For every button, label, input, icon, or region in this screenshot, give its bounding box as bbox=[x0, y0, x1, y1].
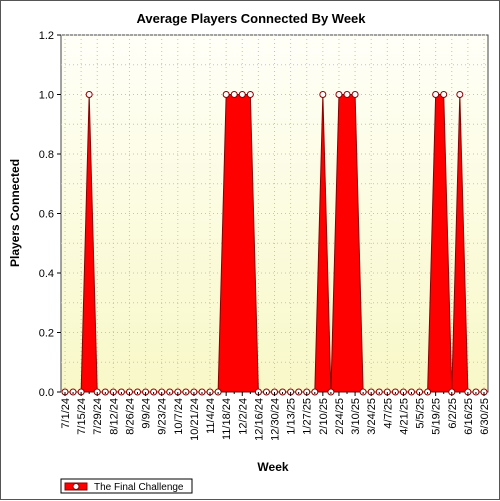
y-axis: 0.0 0.2 0.4 0.6 0.8 1.0 1.2 bbox=[39, 30, 61, 399]
legend-marker bbox=[72, 483, 80, 490]
x-tick-label: 7/1/24 bbox=[60, 398, 72, 429]
data-point bbox=[440, 91, 448, 98]
legend: The Final Challenge bbox=[60, 478, 193, 494]
x-tick-label: 11/18/24 bbox=[221, 398, 233, 440]
x-tick-label: 8/26/24 bbox=[124, 398, 136, 435]
y-tick-label: 0.2 bbox=[39, 328, 54, 340]
x-tick-label: 5/19/25 bbox=[431, 398, 443, 435]
x-tick-label: 8/12/24 bbox=[108, 398, 120, 435]
x-tick-label: 2/24/25 bbox=[334, 398, 346, 435]
x-tick-label: 1/27/25 bbox=[302, 398, 314, 435]
x-tick-label: 7/29/24 bbox=[92, 398, 104, 435]
y-tick-label: 0.6 bbox=[39, 209, 54, 221]
x-tick-label: 1/13/25 bbox=[286, 398, 298, 435]
x-tick-label: 4/21/25 bbox=[398, 398, 410, 435]
data-point bbox=[319, 91, 327, 98]
y-axis-label: Players Connected bbox=[8, 159, 22, 267]
x-axis: 7/1/24 7/15/24 7/29/24 8/12/24 8/26/24 9/9/24… bbox=[60, 392, 491, 441]
data-point bbox=[456, 91, 464, 98]
x-tick-label: 7/15/24 bbox=[76, 398, 88, 435]
y-tick-label: 1.2 bbox=[39, 30, 54, 42]
data-point bbox=[238, 91, 246, 98]
data-point bbox=[85, 91, 93, 98]
x-tick-label: 12/30/24 bbox=[270, 398, 282, 441]
x-tick-label: 9/9/24 bbox=[141, 398, 153, 429]
x-tick-label: 6/16/25 bbox=[463, 398, 475, 435]
data-point bbox=[343, 91, 351, 98]
x-tick-label: 2/10/25 bbox=[318, 398, 330, 435]
y-tick-label: 0.4 bbox=[39, 268, 54, 280]
x-tick-label: 6/2/25 bbox=[447, 398, 459, 429]
data-point bbox=[246, 91, 254, 98]
plot-area bbox=[60, 34, 489, 393]
x-axis-label: Week bbox=[257, 460, 288, 474]
data-point bbox=[230, 91, 238, 98]
data-point bbox=[432, 91, 440, 98]
data-point bbox=[351, 91, 359, 98]
x-tick-label: 10/7/24 bbox=[173, 398, 185, 435]
x-tick-label: 10/21/24 bbox=[189, 398, 201, 441]
x-tick-label: 12/2/24 bbox=[237, 398, 249, 435]
x-tick-label: 9/23/24 bbox=[157, 398, 169, 435]
x-tick-label: 3/10/25 bbox=[350, 398, 362, 435]
data-point bbox=[222, 91, 230, 98]
x-tick-label: 4/7/25 bbox=[382, 398, 394, 429]
x-tick-label: 12/16/24 bbox=[253, 398, 265, 441]
y-tick-label: 0.0 bbox=[39, 387, 54, 399]
legend-series-name: The Final Challenge bbox=[94, 482, 184, 493]
y-tick-label: 0.8 bbox=[39, 149, 54, 161]
chart-title: Average Players Connected By Week bbox=[136, 11, 366, 26]
x-tick-label: 6/30/25 bbox=[479, 398, 491, 435]
legend-box bbox=[60, 478, 193, 494]
y-tick-label: 1.0 bbox=[39, 90, 54, 102]
x-tick-label: 3/24/25 bbox=[366, 398, 378, 435]
data-point bbox=[335, 91, 343, 98]
x-tick-label: 11/4/24 bbox=[205, 398, 217, 434]
x-tick-label: 5/5/25 bbox=[415, 398, 427, 429]
